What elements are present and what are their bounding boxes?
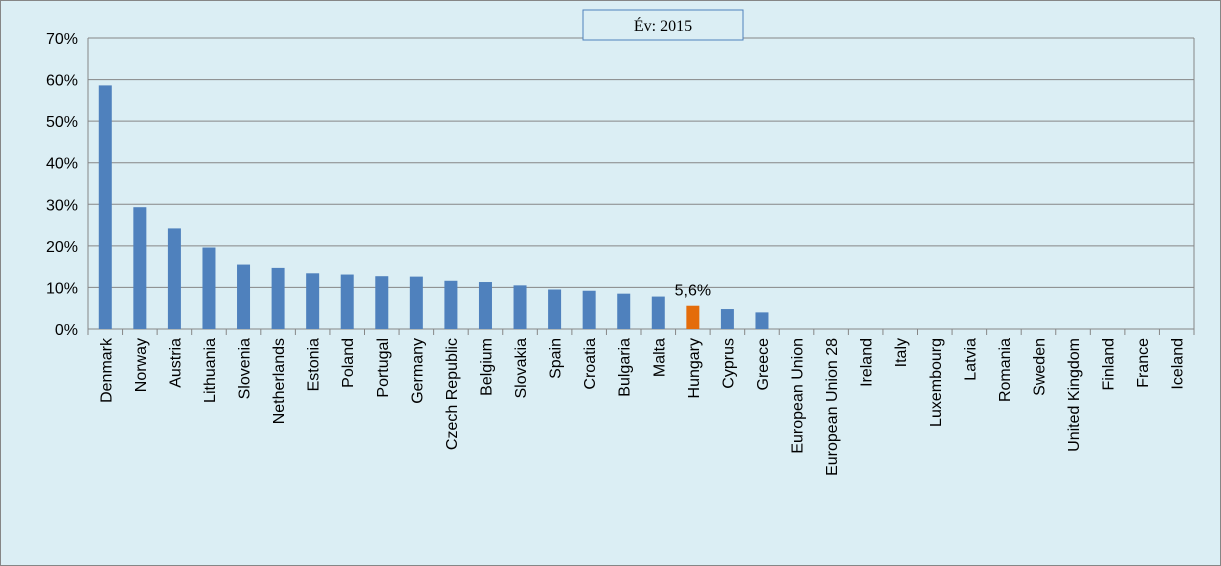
- bar: [202, 247, 216, 329]
- x-tick-label: Hungary: [686, 338, 703, 398]
- bar: [617, 293, 631, 329]
- x-tick-label: Slovenia: [237, 338, 254, 399]
- bar: [133, 207, 147, 329]
- x-tick-label: Poland: [340, 338, 357, 388]
- bar: [548, 289, 562, 329]
- y-tick-label: 20%: [46, 239, 78, 256]
- y-tick-label: 60%: [46, 73, 78, 90]
- y-tick-label: 70%: [46, 31, 78, 48]
- x-tick-label: Cyprus: [720, 338, 737, 389]
- x-tick-label: Finland: [1101, 338, 1118, 390]
- y-tick-label: 50%: [46, 114, 78, 131]
- bar: [167, 228, 181, 329]
- x-tick-label: Croatia: [582, 338, 599, 390]
- x-tick-label: Latvia: [962, 338, 979, 381]
- x-tick-label: Greece: [755, 338, 772, 391]
- title-box: [582, 9, 744, 41]
- x-tick-label: Romania: [997, 338, 1014, 402]
- x-tick-label: Ireland: [859, 338, 876, 387]
- x-tick-label: Slovakia: [513, 338, 530, 399]
- x-tick-label: France: [1135, 338, 1152, 388]
- x-tick-label: Netherlands: [271, 338, 288, 424]
- bar: [444, 280, 458, 329]
- bar: [340, 274, 354, 329]
- x-tick-label: Bulgaria: [617, 338, 634, 397]
- bar: [686, 305, 700, 329]
- y-tick-label: 0%: [55, 322, 78, 339]
- x-tick-label: Austria: [167, 338, 184, 388]
- bar: [409, 276, 423, 329]
- bar: [271, 267, 285, 329]
- x-tick-label: Italy: [893, 338, 910, 367]
- x-tick-label: Malta: [651, 338, 668, 377]
- x-tick-label: Luxembourg: [928, 338, 945, 427]
- bar: [755, 312, 769, 329]
- x-tick-label: Lithuania: [202, 338, 219, 403]
- x-tick-label: European Union 28: [824, 338, 841, 476]
- x-tick-label: European Union: [790, 338, 807, 454]
- x-tick-label: Norway: [133, 338, 150, 392]
- bar: [98, 85, 112, 330]
- data-label: 5,6%: [675, 283, 711, 300]
- bar: [582, 290, 596, 329]
- x-tick-label: Czech Republic: [444, 338, 461, 450]
- x-tick-label: Portugal: [375, 338, 392, 398]
- bar: [513, 285, 527, 329]
- x-tick-label: Iceland: [1170, 338, 1187, 390]
- x-tick-label: Belgium: [478, 338, 495, 396]
- x-tick-label: Sweden: [1031, 338, 1048, 396]
- chart-title: Év: 2015: [634, 16, 692, 35]
- bar: [237, 264, 251, 329]
- bar: [306, 273, 320, 329]
- x-tick-label: Spain: [548, 338, 565, 379]
- y-tick-label: 40%: [46, 156, 78, 173]
- y-tick-label: 30%: [46, 197, 78, 214]
- bar: [651, 296, 665, 329]
- x-tick-label: Germany: [409, 338, 426, 404]
- bar: [478, 282, 492, 329]
- x-tick-label: Estonia: [306, 338, 323, 391]
- bar: [375, 276, 389, 329]
- bar: [720, 309, 734, 329]
- x-tick-label: Denmark: [98, 337, 115, 403]
- x-tick-label: United Kingdom: [1066, 338, 1083, 452]
- y-tick-label: 10%: [46, 280, 78, 297]
